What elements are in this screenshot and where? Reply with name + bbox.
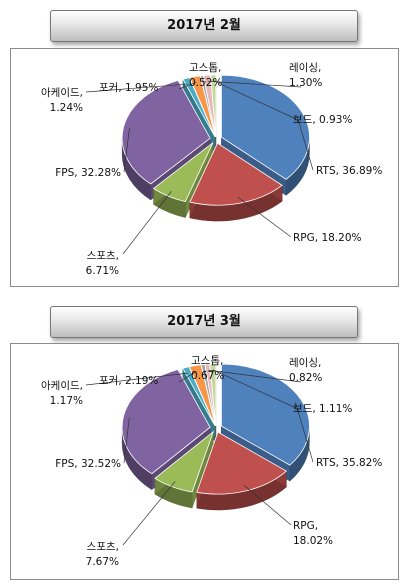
leader-line-rts (295, 401, 314, 463)
data-label-board: 보드, 0.93% (293, 114, 352, 126)
leader-line-fps (123, 127, 130, 173)
leader-line-poker (178, 82, 197, 90)
data-label-racing: 레이싱, 0.82% (289, 357, 322, 384)
leader-line-racing (207, 80, 302, 88)
leader-line-board (213, 80, 297, 120)
slice-rpg (196, 431, 288, 495)
slice-sports (154, 430, 215, 493)
pie-tops (121, 74, 310, 206)
slice-rts (221, 74, 310, 180)
slice-rts (221, 363, 310, 466)
chart-title-2: 2017년 3월 (50, 306, 358, 338)
data-label-rts: RTS, 36.89% (316, 165, 382, 177)
leader-line-rpg (243, 484, 292, 526)
leader-line-racing (207, 369, 302, 383)
data-label-arcade: 아케이드, 1.17% (41, 380, 83, 407)
data-label-poker: 포커, 1.95% (99, 82, 158, 94)
data-labels: RTS, 36.89% RPG, 18.20% 스포츠, 6.71% FPS, 32.2… (41, 62, 382, 277)
data-label-sports: 스포츠, 7.67% (86, 541, 119, 568)
leader-line-board (212, 369, 297, 409)
data-label-poker: 포커, 2.19% (99, 375, 158, 387)
leader-line-arcade (85, 83, 189, 93)
data-label-arcade: 아케이드, 1.24% (41, 87, 83, 114)
pie-chart-2-svg: RTS, 35.82% RPG, 18.02% 스포츠, 7.67% FPS, 32.52… (41, 355, 382, 568)
data-label-gostop: 고스톱, 0.52% (189, 62, 222, 89)
slice-sports (152, 142, 214, 203)
data-label-fps: FPS, 32.52% (55, 458, 121, 470)
data-labels: RTS, 35.82% RPG, 18.02% 스포츠, 7.67% FPS, 32.52… (41, 355, 382, 568)
leader-line-rts (296, 114, 314, 171)
data-label-fps: FPS, 32.28% (55, 167, 121, 179)
data-label-rpg: RPG, 18.20% (293, 232, 361, 244)
pie-chart-1-svg: RTS, 36.89% RPG, 18.20% 스포츠, 6.71% FPS, 32.2… (41, 62, 382, 277)
leader-line-sports (122, 190, 172, 255)
leader-line-arcade (85, 372, 188, 386)
data-label-racing: 레이싱, 1.30% (289, 62, 322, 89)
slice-board (209, 363, 217, 426)
data-label-rpg: RPG, 18.02% (293, 520, 333, 547)
leader-line-sports (122, 481, 176, 546)
data-label-sports: 스포츠, 6.71% (86, 250, 119, 277)
data-label-gostop: 고스톱, 0.67% (191, 355, 224, 382)
chart-title-1: 2017년 2월 (50, 10, 358, 42)
leader-line-poker (178, 371, 197, 383)
data-label-rts: RTS, 35.82% (316, 457, 382, 469)
data-label-board: 보드, 1.11% (293, 403, 352, 415)
pie-chart-1: RTS, 36.89% RPG, 18.20% 스포츠, 6.71% FPS, 32.2… (10, 48, 399, 287)
pie-chart-2: RTS, 35.82% RPG, 18.02% 스포츠, 7.67% FPS, 32.52… (10, 343, 399, 580)
leader-line-fps (123, 417, 130, 464)
slice-rpg (189, 142, 283, 206)
slice-fps (121, 80, 211, 185)
leader-line-rpg (237, 197, 292, 238)
leader-line-gostop (203, 370, 207, 378)
pie-tops (121, 363, 310, 495)
slice-board (210, 74, 217, 137)
